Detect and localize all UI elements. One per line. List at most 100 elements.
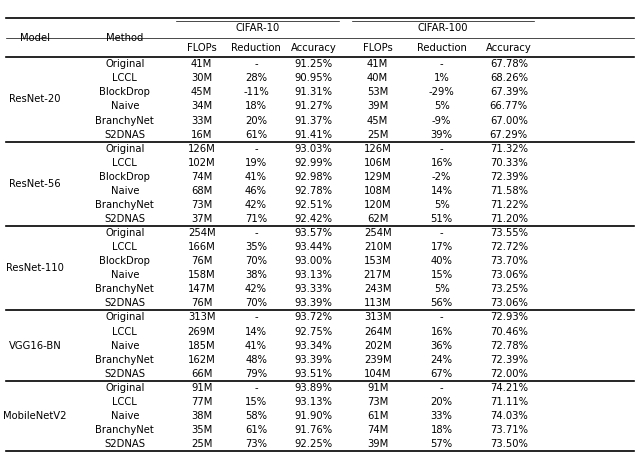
Text: 129M: 129M xyxy=(364,172,392,182)
Text: LCCL: LCCL xyxy=(113,158,137,168)
Text: CIFAR-100: CIFAR-100 xyxy=(418,23,468,33)
Text: 313M: 313M xyxy=(188,312,215,322)
Text: 45M: 45M xyxy=(191,87,212,98)
Text: 73.71%: 73.71% xyxy=(490,425,528,435)
Text: 92.75%: 92.75% xyxy=(294,327,333,337)
Text: 74M: 74M xyxy=(367,425,388,435)
Text: 16%: 16% xyxy=(431,158,452,168)
Text: 35M: 35M xyxy=(191,425,212,435)
Text: 16%: 16% xyxy=(431,327,452,337)
Text: 51%: 51% xyxy=(431,214,452,224)
Text: 61%: 61% xyxy=(245,130,267,140)
Text: 153M: 153M xyxy=(364,256,392,266)
Text: 67.00%: 67.00% xyxy=(490,115,528,125)
Text: 90.95%: 90.95% xyxy=(294,73,333,83)
Text: 71.20%: 71.20% xyxy=(490,214,528,224)
Text: 92.98%: 92.98% xyxy=(294,172,333,182)
Text: Naive: Naive xyxy=(111,341,139,351)
Text: 126M: 126M xyxy=(188,144,216,154)
Text: 202M: 202M xyxy=(364,341,392,351)
Text: 106M: 106M xyxy=(364,158,392,168)
Text: Reduction: Reduction xyxy=(417,43,467,53)
Text: 17%: 17% xyxy=(431,242,452,252)
Text: BlockDrop: BlockDrop xyxy=(99,256,150,266)
Text: 185M: 185M xyxy=(188,341,216,351)
Text: 74M: 74M xyxy=(191,172,212,182)
Text: 93.00%: 93.00% xyxy=(295,256,332,266)
Text: 76M: 76M xyxy=(191,256,212,266)
Text: 72.00%: 72.00% xyxy=(490,369,528,379)
Text: LCCL: LCCL xyxy=(113,73,137,83)
Text: Original: Original xyxy=(105,228,145,238)
Text: -29%: -29% xyxy=(429,87,454,98)
Text: Original: Original xyxy=(105,383,145,393)
Text: 93.33%: 93.33% xyxy=(295,284,332,294)
Text: 18%: 18% xyxy=(431,425,452,435)
Text: ResNet-20: ResNet-20 xyxy=(10,94,61,104)
Text: 25M: 25M xyxy=(191,439,212,449)
Text: 48%: 48% xyxy=(245,354,267,365)
Text: 72.39%: 72.39% xyxy=(490,172,528,182)
Text: 46%: 46% xyxy=(245,186,267,196)
Text: Naive: Naive xyxy=(111,411,139,421)
Text: 210M: 210M xyxy=(364,242,392,252)
Text: 147M: 147M xyxy=(188,284,216,294)
Text: 45M: 45M xyxy=(367,115,388,125)
Text: Original: Original xyxy=(105,59,145,69)
Text: 93.89%: 93.89% xyxy=(294,383,333,393)
Text: 71.58%: 71.58% xyxy=(490,186,528,196)
Text: 72.93%: 72.93% xyxy=(490,312,528,322)
Text: 71%: 71% xyxy=(245,214,267,224)
Text: 37M: 37M xyxy=(191,214,212,224)
Text: BranchyNet: BranchyNet xyxy=(95,425,154,435)
Text: 93.51%: 93.51% xyxy=(294,369,333,379)
Text: 72.72%: 72.72% xyxy=(490,242,528,252)
Text: 71.32%: 71.32% xyxy=(490,144,528,154)
Text: 41M: 41M xyxy=(367,59,388,69)
Text: 39%: 39% xyxy=(431,130,452,140)
Text: Naive: Naive xyxy=(111,270,139,280)
Text: 264M: 264M xyxy=(364,327,392,337)
Text: 91.31%: 91.31% xyxy=(294,87,333,98)
Text: 77M: 77M xyxy=(191,397,212,407)
Text: 73.70%: 73.70% xyxy=(490,256,528,266)
Text: 76M: 76M xyxy=(191,299,212,308)
Text: Method: Method xyxy=(106,33,143,43)
Text: Original: Original xyxy=(105,144,145,154)
Text: Accuracy: Accuracy xyxy=(291,43,337,53)
Text: 14%: 14% xyxy=(431,186,452,196)
Text: ResNet-110: ResNet-110 xyxy=(6,263,64,273)
Text: 15%: 15% xyxy=(245,397,267,407)
Text: FLOPs: FLOPs xyxy=(187,43,216,53)
Text: -: - xyxy=(440,144,444,154)
Text: 14%: 14% xyxy=(245,327,267,337)
Text: 30M: 30M xyxy=(191,73,212,83)
Text: VGG16-BN: VGG16-BN xyxy=(9,341,61,351)
Text: 42%: 42% xyxy=(245,200,267,210)
Text: 93.44%: 93.44% xyxy=(295,242,332,252)
Text: 20%: 20% xyxy=(245,115,267,125)
Text: 93.03%: 93.03% xyxy=(295,144,332,154)
Text: -: - xyxy=(440,59,444,69)
Text: 70%: 70% xyxy=(245,256,267,266)
Text: 166M: 166M xyxy=(188,242,216,252)
Text: 91M: 91M xyxy=(191,383,212,393)
Text: 91.76%: 91.76% xyxy=(294,425,333,435)
Text: 73%: 73% xyxy=(245,439,267,449)
Text: 93.72%: 93.72% xyxy=(294,312,333,322)
Text: 254M: 254M xyxy=(364,228,392,238)
Text: 20%: 20% xyxy=(431,397,452,407)
Text: 91.25%: 91.25% xyxy=(294,59,333,69)
Text: 72.39%: 72.39% xyxy=(490,354,528,365)
Text: 41%: 41% xyxy=(245,172,267,182)
Text: 38M: 38M xyxy=(191,411,212,421)
Text: -: - xyxy=(254,383,258,393)
Text: 162M: 162M xyxy=(188,354,216,365)
Text: 56%: 56% xyxy=(431,299,452,308)
Text: Naive: Naive xyxy=(111,102,139,111)
Text: 28%: 28% xyxy=(245,73,267,83)
Text: BranchyNet: BranchyNet xyxy=(95,284,154,294)
Text: 1%: 1% xyxy=(434,73,449,83)
Text: Accuracy: Accuracy xyxy=(486,43,532,53)
Text: 16M: 16M xyxy=(191,130,212,140)
